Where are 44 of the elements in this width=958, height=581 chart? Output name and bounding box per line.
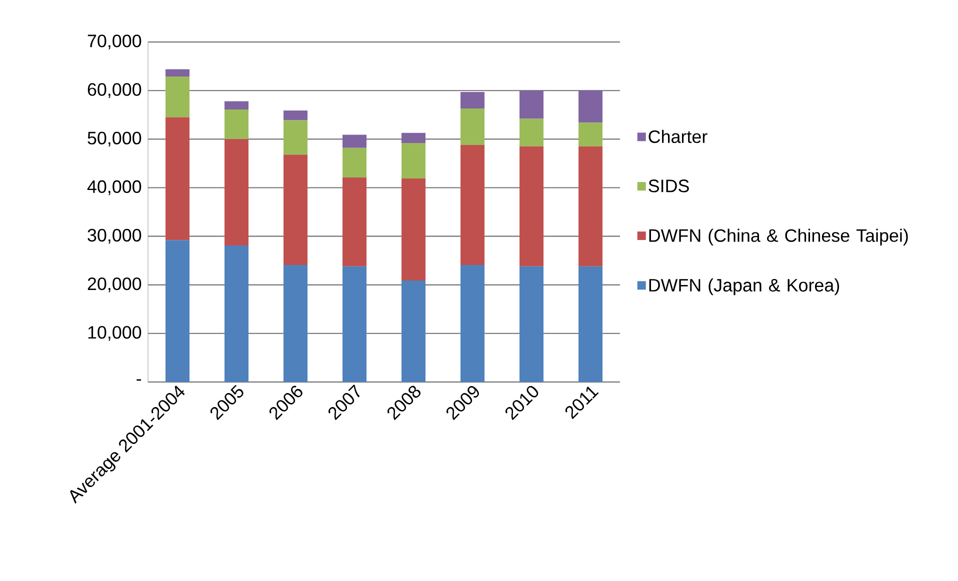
bar <box>342 178 367 266</box>
bar <box>166 76 190 118</box>
bar <box>520 90 544 119</box>
bar <box>578 146 603 266</box>
bar <box>224 110 248 140</box>
bar <box>284 110 308 120</box>
bar <box>224 139 248 246</box>
legend-label: DWFN (China & Chinese Taipei) <box>649 228 908 246</box>
bar <box>342 148 367 178</box>
y-tick-label: 70,000 <box>88 34 142 50</box>
bar <box>520 146 544 266</box>
y-tick-label: 20,000 <box>88 277 142 292</box>
legend-label: Charter <box>648 130 708 144</box>
bar <box>578 266 603 382</box>
bar <box>460 264 485 382</box>
bar <box>520 118 544 146</box>
bar <box>402 132 426 144</box>
bar <box>166 240 190 382</box>
legend-label: DWFN (Japan & Korea) <box>649 278 840 296</box>
bar <box>460 108 485 145</box>
y-tick-label: 40,000 <box>87 180 142 196</box>
bar <box>342 266 367 382</box>
bar <box>284 264 308 382</box>
bar <box>578 122 603 146</box>
bar <box>224 101 248 110</box>
bar <box>284 120 308 155</box>
y-tick-label: 50,000 <box>88 132 142 147</box>
y-tick-label: 60,000 <box>88 83 142 98</box>
legend-label: SIDS <box>648 180 689 192</box>
y-tick-label: - <box>136 379 142 381</box>
bar <box>342 134 367 148</box>
bar <box>166 117 190 240</box>
bar <box>460 92 485 109</box>
bar <box>402 143 426 178</box>
y-tick-label: 30,000 <box>88 228 142 244</box>
bar <box>578 90 603 123</box>
bar <box>520 266 544 382</box>
bar <box>460 144 485 265</box>
bar <box>284 154 308 265</box>
y-tick-label: 10,000 <box>88 326 142 341</box>
bar <box>402 280 426 382</box>
bar <box>166 69 190 76</box>
bar <box>402 178 426 280</box>
bar <box>224 246 248 382</box>
